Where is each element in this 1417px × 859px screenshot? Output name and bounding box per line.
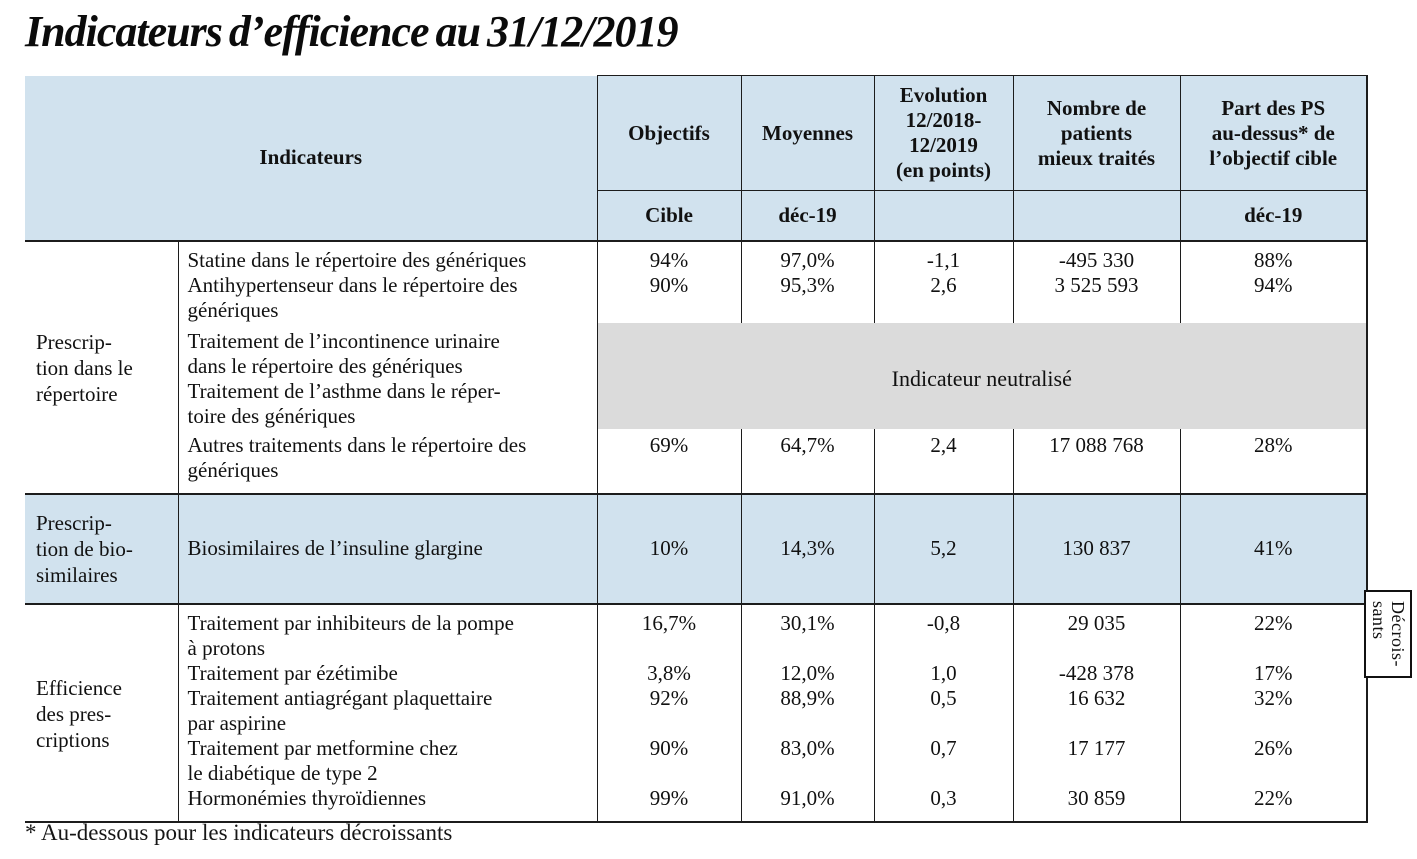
- moyenne-value: 14,3%: [740, 493, 875, 604]
- table-row: Traitement de l’incontinence urinaire da…: [25, 322, 1367, 429]
- table-row: Prescrip- tion de bio- similaires Biosim…: [25, 493, 1368, 604]
- header-objectifs: Objectifs: [596, 75, 742, 191]
- patients-value: 3 525 593: [1012, 272, 1181, 323]
- indicator-label: Traitement antiagrégant plaquettaire par…: [177, 685, 598, 736]
- side-label-decroissants-box: Décrois- sants: [1364, 590, 1412, 678]
- part-ps-value: 32%: [1179, 685, 1368, 736]
- objectif-value: 10%: [596, 493, 742, 604]
- header-patients: Nombre de patients mieux traités: [1012, 75, 1181, 191]
- indicator-label: Autres traitements dans le répertoire de…: [177, 428, 598, 494]
- objectif-value: 3,8%: [596, 660, 742, 686]
- moyenne-value: 88,9%: [740, 685, 875, 736]
- part-ps-value: 22%: [1179, 785, 1368, 822]
- objectif-value: 99%: [596, 785, 742, 822]
- patients-value: 30 859: [1012, 785, 1181, 822]
- moyenne-value: 30,1%: [740, 603, 875, 661]
- objectif-value: 94%: [596, 240, 742, 273]
- part-ps-value: 28%: [1179, 428, 1368, 494]
- efficiency-indicators-table: Indicateurs Objectifs Moyennes Evolution…: [25, 75, 1368, 823]
- objectif-value: 92%: [596, 685, 742, 736]
- header-indicateurs: Indicateurs: [25, 75, 598, 241]
- indicator-label: Antihypertenseur dans le répertoire des …: [177, 272, 598, 323]
- category-prescription-biosimilaires: Prescrip- tion de bio- similaires: [25, 493, 179, 604]
- indicator-label: Biosimilaires de l’insuline glargine: [177, 493, 598, 604]
- evolution-value: 1,0: [873, 660, 1014, 686]
- table-row: Traitement par ézétimibe 3,8% 12,0% 1,0 …: [25, 660, 1368, 686]
- part-ps-value: 88%: [1179, 240, 1368, 273]
- neutralized-cell: Indicateur neutralisé: [596, 322, 1367, 429]
- table-row: Traitement antiagrégant plaquettaire par…: [25, 685, 1368, 736]
- table-row: Traitement de l’asthme dans le réper- to…: [25, 378, 1367, 429]
- header-row: Indicateurs Objectifs Moyennes Evolution…: [25, 75, 1368, 241]
- indicator-label: Traitement par inhibiteurs de la pompe à…: [177, 603, 598, 661]
- objectif-value: 69%: [596, 428, 742, 494]
- moyenne-value: 83,0%: [740, 735, 875, 786]
- objectif-value: 16,7%: [596, 603, 742, 661]
- moyenne-value: 12,0%: [740, 660, 875, 686]
- category-efficience-prescriptions: Efficience des pres- criptions: [25, 603, 179, 822]
- header-moyennes: Moyennes: [740, 75, 875, 191]
- objectif-value: 90%: [596, 272, 742, 323]
- objectif-value: 90%: [596, 735, 742, 786]
- subheader-cible: Cible: [596, 190, 742, 241]
- table-row: Antihypertenseur dans le répertoire des …: [25, 272, 1368, 323]
- subheader-row: Cible déc-19 déc-19: [25, 190, 1368, 241]
- moyenne-value: 97,0%: [740, 240, 875, 273]
- footnote: * Au-dessous pour les indicateurs décroi…: [25, 820, 453, 845]
- patients-value: 17 088 768: [1012, 428, 1181, 494]
- subheader-partps-dec19: déc-19: [1179, 190, 1368, 241]
- patients-value: -428 378: [1012, 660, 1181, 686]
- evolution-value: 0,7: [873, 735, 1014, 786]
- table-row: Autres traitements dans le répertoire de…: [25, 428, 1368, 494]
- section-efficience-prescriptions: Efficience des pres- criptions Traitemen…: [25, 603, 1368, 822]
- table-row: Traitement par metformine chez le diabét…: [25, 735, 1368, 786]
- part-ps-value: 26%: [1179, 735, 1368, 786]
- indicator-label: Traitement par ézétimibe: [177, 660, 598, 686]
- header-evolution: Evolution 12/2018- 12/2019 (en points): [873, 75, 1014, 191]
- table-header: Indicateurs Objectifs Moyennes Evolution…: [25, 75, 1368, 241]
- evolution-value: 0,5: [873, 685, 1014, 736]
- evolution-value: -0,8: [873, 603, 1014, 661]
- subheader-moyennes-dec19: déc-19: [740, 190, 875, 241]
- patients-value: 16 632: [1012, 685, 1181, 736]
- table-row: Hormonémies thyroïdiennes 99% 91,0% 0,3 …: [25, 785, 1368, 822]
- part-ps-value: 22%: [1179, 603, 1368, 661]
- indicator-label: Traitement de l’incontinence urinaire da…: [177, 322, 598, 379]
- table-row: Prescrip- tion dans le répertoire Statin…: [25, 240, 1368, 494]
- patients-value: 17 177: [1012, 735, 1181, 786]
- section-prescription-biosimilaires: Prescrip- tion de bio- similaires Biosim…: [25, 493, 1368, 604]
- patients-value: -495 330: [1012, 240, 1181, 273]
- indicator-label: Hormonémies thyroïdiennes: [177, 785, 598, 822]
- indicator-label: Traitement par metformine chez le diabét…: [177, 735, 598, 786]
- moyenne-value: 91,0%: [740, 785, 875, 822]
- indicator-label: Statine dans le répertoire des générique…: [177, 240, 598, 273]
- side-label-decroissants: Décrois- sants: [1369, 601, 1408, 667]
- section-prescription-repertoire: Prescrip- tion dans le répertoire Statin…: [25, 240, 1368, 494]
- evolution-value: 5,2: [873, 493, 1014, 604]
- patients-value: 130 837: [1012, 493, 1181, 604]
- patients-value: 29 035: [1012, 603, 1181, 661]
- part-ps-value: 94%: [1179, 272, 1368, 323]
- table-row: Efficience des pres- criptions Traitemen…: [25, 603, 1368, 822]
- moyenne-value: 95,3%: [740, 272, 875, 323]
- page-title: Indicateurs d’efficience au 31/12/2019: [25, 7, 678, 56]
- evolution-value: 2,4: [873, 428, 1014, 494]
- part-ps-value: 41%: [1179, 493, 1368, 604]
- part-ps-value: 17%: [1179, 660, 1368, 686]
- evolution-value: 2,6: [873, 272, 1014, 323]
- header-part-ps: Part des PS au-dessus* de l’objectif cib…: [1179, 75, 1368, 191]
- subheader-evolution-empty: [873, 190, 1014, 241]
- evolution-value: 0,3: [873, 785, 1014, 822]
- indicator-label: Traitement de l’asthme dans le réper- to…: [177, 378, 598, 429]
- category-prescription-repertoire: Prescrip- tion dans le répertoire: [25, 240, 179, 494]
- subheader-patients-empty: [1012, 190, 1181, 241]
- moyenne-value: 64,7%: [740, 428, 875, 494]
- evolution-value: -1,1: [873, 240, 1014, 273]
